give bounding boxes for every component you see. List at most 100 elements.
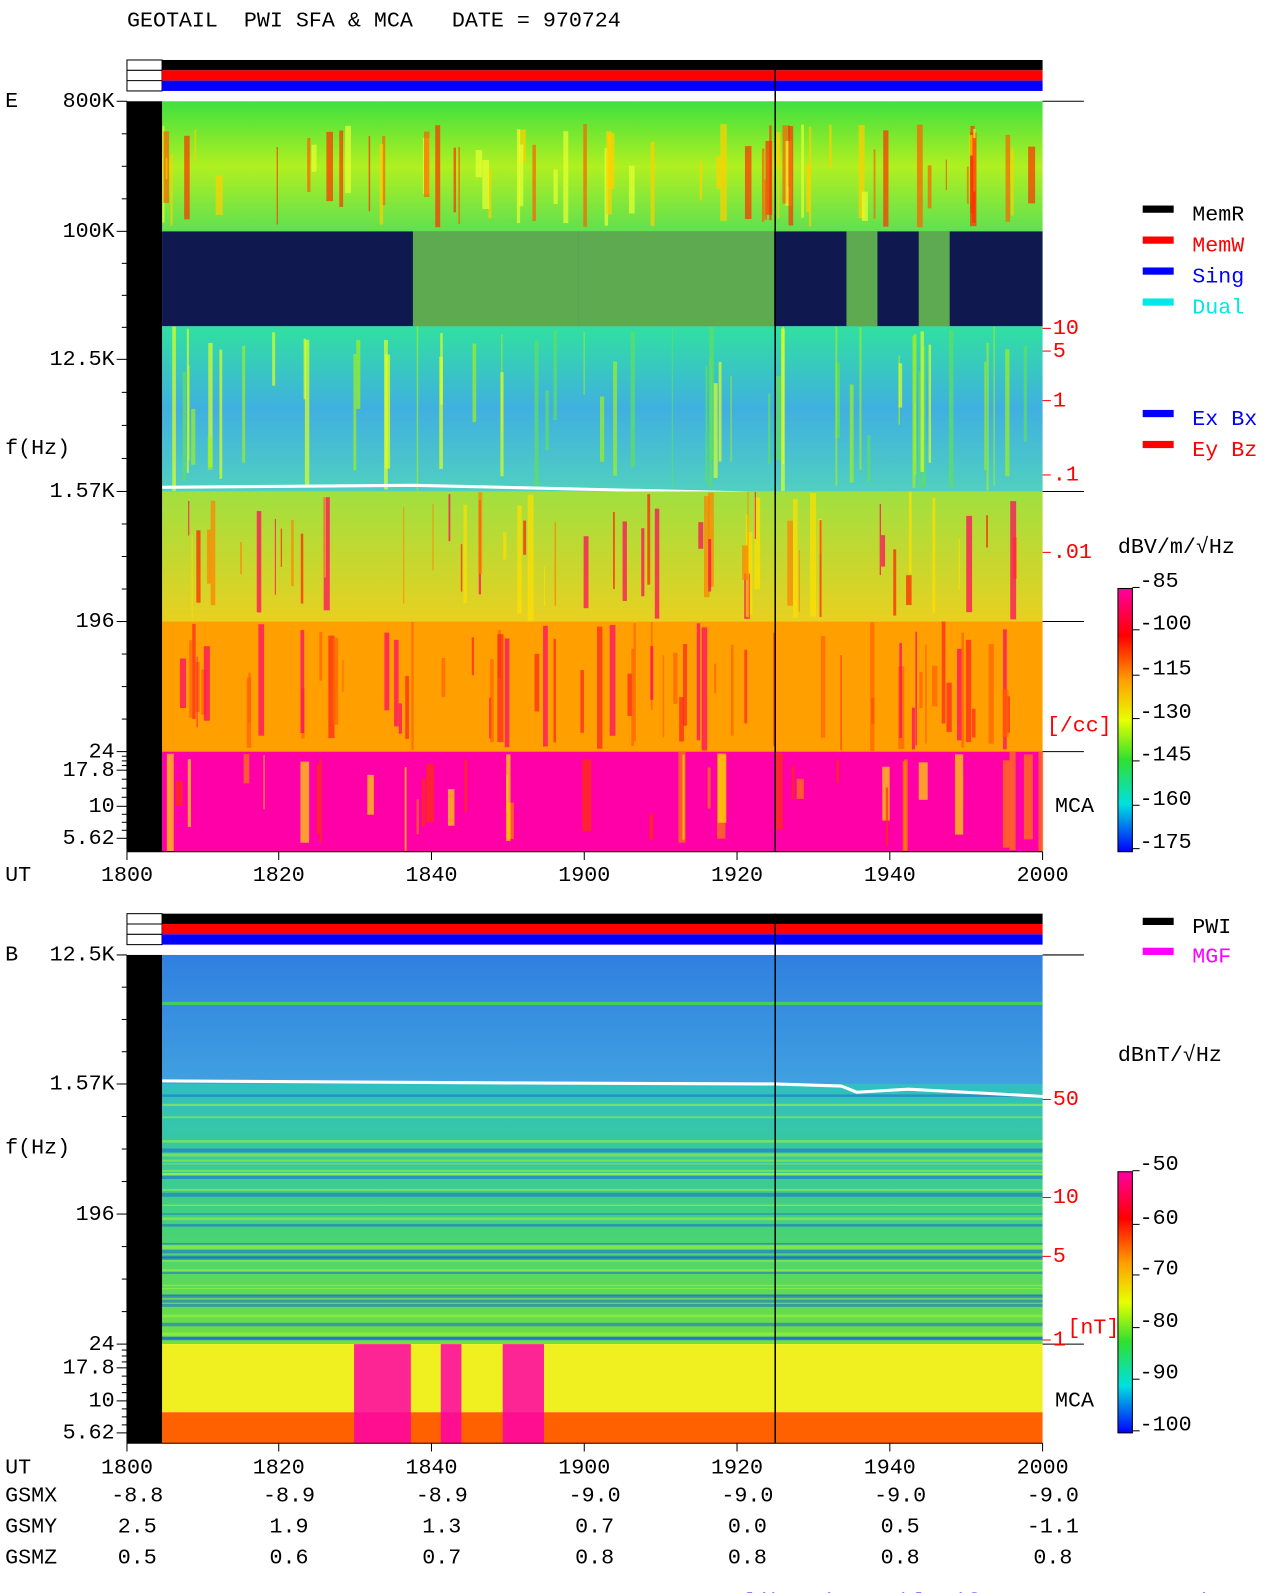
spectrum-texture: [453, 147, 457, 213]
spectrum-texture: [793, 499, 798, 618]
spectrum-texture: [162, 1189, 1043, 1191]
mode-box: [126, 59, 163, 92]
spectrum-texture: [194, 129, 197, 162]
spectrum-texture: [1005, 349, 1010, 477]
spectrum-texture: [683, 643, 688, 726]
orbit-value: -8.9: [263, 1484, 315, 1509]
spectrum-texture: [162, 1159, 1043, 1162]
field-tick-label: 50: [1053, 1087, 1079, 1112]
spectrum-texture: [162, 1224, 1043, 1227]
spectrum-texture: [859, 327, 862, 470]
spectrum-texture: [463, 504, 467, 604]
spectrum-texture: [328, 635, 335, 739]
spectrum-texture: [650, 646, 654, 700]
colorbar-label: -70: [1140, 1256, 1179, 1281]
y-tick-label: 17.8: [63, 1356, 115, 1381]
spectrum-texture: [713, 383, 718, 478]
spectrum-texture: [175, 780, 183, 806]
y-tick-label: 24: [89, 1332, 115, 1357]
colorbar-label: -85: [1140, 569, 1179, 594]
legend-swatch: [1142, 298, 1174, 306]
x-tick-label: 1940: [864, 863, 916, 888]
spectrum-texture: [184, 135, 190, 220]
sing-strip: [162, 934, 1043, 945]
spectrum-texture: [1002, 760, 1010, 848]
spectrum-texture: [300, 533, 304, 604]
legend-swatch: [1142, 917, 1174, 926]
spectrum-texture: [873, 149, 876, 219]
legend-swatch: [1142, 409, 1174, 418]
spectrum-texture: [162, 1303, 1043, 1307]
spectrum-texture: [517, 505, 522, 614]
spectrum-texture: [356, 339, 361, 409]
spectrum-texture: [806, 163, 810, 213]
spectrum-texture: [291, 520, 294, 587]
spectrum-burst: [918, 231, 950, 327]
orbit-value: -1.1: [1027, 1515, 1079, 1540]
spectrum-texture: [945, 159, 947, 191]
legend-swatch: [1142, 236, 1174, 244]
density-tick-label: .1: [1053, 463, 1079, 488]
plasma-line: [162, 1079, 1043, 1098]
spectrum-texture: [641, 528, 645, 597]
legend-label: MGF: [1192, 945, 1231, 970]
spectrum-texture: [744, 649, 748, 724]
spectrum-texture: [162, 1103, 1043, 1107]
orbit-label: GSMZ: [5, 1546, 57, 1571]
spectrum-texture: [404, 767, 407, 851]
spectrum-texture: [986, 515, 988, 548]
spectrum-texture: [478, 492, 483, 575]
spectrum-texture: [534, 653, 540, 712]
spectrum-texture: [633, 623, 636, 742]
spectrum-texture: [927, 165, 932, 209]
spectrum-texture: [543, 566, 546, 607]
spectrum-texture: [709, 326, 714, 460]
spectrum-texture: [188, 500, 190, 536]
orbit-value: -8.8: [111, 1484, 163, 1509]
spectrum-texture: [172, 326, 176, 491]
spectrum-texture: [210, 500, 216, 606]
y-tick-label: 800K: [63, 89, 115, 114]
spectrum-texture: [840, 655, 842, 750]
x-tick-label: 1840: [405, 863, 457, 888]
spectrum-texture: [553, 329, 557, 421]
orbit-value: 1.3: [422, 1515, 461, 1540]
spectrum-texture: [162, 1269, 1043, 1271]
spectrum-texture: [915, 631, 917, 746]
mode-box: [126, 913, 163, 946]
colorbar-label: -60: [1140, 1206, 1179, 1231]
y-tick-label: 12.5K: [50, 347, 115, 372]
spectrum-texture: [504, 638, 510, 748]
density-tick-label: .01: [1053, 540, 1092, 565]
spectrum-texture: [208, 342, 213, 468]
colorbar-label: -100: [1140, 611, 1192, 636]
spectrum-texture: [162, 1256, 1043, 1259]
density-tick-label: 5: [1053, 339, 1066, 364]
spectrum-texture: [403, 507, 405, 604]
spectrum-texture: [458, 146, 461, 224]
spectrum-texture: [583, 536, 589, 609]
spectrum-texture: [162, 1249, 1043, 1254]
spectrum-texture: [188, 365, 190, 461]
y-tick-label: 196: [76, 1202, 115, 1227]
spectrum-texture: [958, 538, 960, 591]
spectrum-texture: [272, 332, 276, 386]
density-tick-label: 10: [1053, 316, 1079, 341]
mca-band-low: [162, 1412, 1043, 1444]
spectrum-texture: [162, 1116, 1043, 1119]
spectrum-texture: [215, 175, 223, 215]
spectrum-texture: [435, 125, 441, 228]
spectrum-texture: [162, 1245, 1043, 1249]
spectrum-texture: [426, 764, 434, 823]
spectrum-texture: [162, 1172, 1043, 1176]
orbit-value: 0.8: [728, 1546, 767, 1571]
orbit-value: -9.0: [721, 1484, 773, 1509]
spectrum-texture: [769, 125, 772, 221]
spectrum-texture: [630, 331, 635, 468]
panel-label: B: [5, 943, 18, 968]
spectrum-texture: [162, 1175, 1043, 1179]
orbit-value: 0.8: [1033, 1546, 1072, 1571]
spectrum-texture: [219, 349, 223, 479]
spectrum-texture: [543, 625, 548, 747]
spectrum-texture: [311, 144, 317, 172]
